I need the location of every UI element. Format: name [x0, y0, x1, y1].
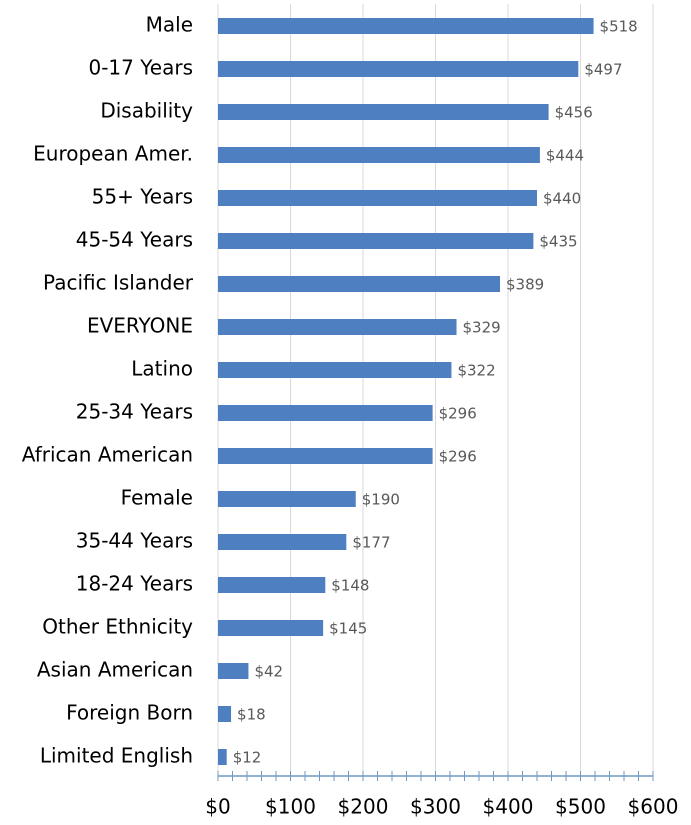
value-label: $497 — [584, 61, 622, 79]
bar — [218, 190, 537, 206]
y-tick-label: Latino — [131, 357, 193, 381]
bar — [218, 491, 356, 507]
x-tick-label: $200 — [338, 795, 389, 819]
bar — [218, 620, 324, 636]
y-tick-label: Asian American — [37, 658, 193, 682]
bar — [218, 534, 347, 550]
y-tick-label: African American — [22, 443, 193, 467]
y-tick-label: Foreign Born — [66, 701, 193, 725]
value-label: $177 — [352, 534, 390, 552]
bar — [218, 448, 433, 464]
y-tick-label: European Amer. — [33, 142, 193, 166]
x-tick-label: $600 — [628, 795, 679, 819]
bar — [218, 18, 594, 34]
value-label: $389 — [506, 276, 544, 294]
x-tick-label: $400 — [483, 795, 534, 819]
y-tick-label: Pacific Islander — [43, 271, 194, 295]
bar — [218, 319, 457, 335]
y-tick-label: Other Ethnicity — [42, 615, 193, 639]
y-tick-label: 25-34 Years — [76, 400, 193, 424]
value-label: $296 — [439, 405, 477, 423]
bar — [218, 663, 249, 679]
x-tick-label: $100 — [265, 795, 316, 819]
bar — [218, 405, 433, 421]
y-tick-label: 18-24 Years — [76, 572, 193, 596]
value-label: $440 — [543, 190, 581, 208]
value-label: $435 — [539, 233, 577, 251]
value-label: $148 — [331, 577, 369, 595]
value-label: $518 — [600, 18, 638, 36]
y-tick-label: Limited English — [40, 744, 193, 768]
y-tick-label: 55+ Years — [92, 185, 193, 209]
bar — [218, 233, 534, 249]
y-tick-label: 45-54 Years — [76, 228, 193, 252]
y-tick-label: 0-17 Years — [88, 56, 193, 80]
bar — [218, 706, 232, 722]
value-label: $329 — [463, 319, 501, 337]
x-tick-label: $500 — [555, 795, 606, 819]
y-tick-label: 35-44 Years — [76, 529, 193, 553]
bar — [218, 749, 227, 765]
x-tick-label: $0 — [205, 795, 230, 819]
value-label: $18 — [237, 706, 266, 724]
bar — [218, 61, 579, 77]
x-tick-label: $300 — [410, 795, 461, 819]
bar — [218, 147, 540, 163]
bar — [218, 577, 326, 593]
value-label: $145 — [329, 620, 367, 638]
y-tick-label: Female — [121, 486, 193, 510]
y-tick-label: Disability — [100, 99, 193, 123]
value-label: $456 — [555, 104, 593, 122]
value-label: $322 — [457, 362, 495, 380]
bar — [218, 362, 452, 378]
y-tick-label: Male — [146, 13, 193, 37]
value-label: $444 — [546, 147, 584, 165]
value-label: $190 — [362, 491, 400, 509]
value-label: $42 — [254, 663, 283, 681]
value-label: $296 — [439, 448, 477, 466]
bar — [218, 276, 501, 292]
value-label: $12 — [233, 749, 262, 767]
bar — [218, 104, 549, 120]
y-tick-label: EVERYONE — [87, 314, 193, 338]
